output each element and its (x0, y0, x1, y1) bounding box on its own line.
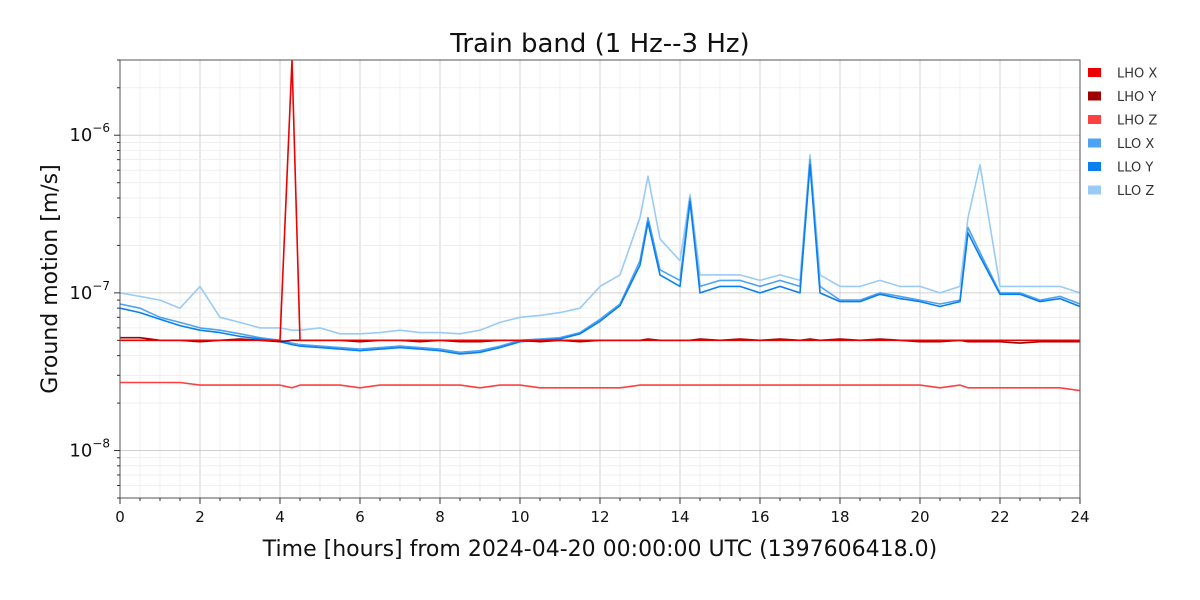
x-tick-label: 24 (1070, 508, 1089, 526)
legend-label: LHO X (1117, 67, 1157, 82)
x-tick-label: 20 (910, 508, 929, 526)
legend-swatch (1088, 115, 1101, 124)
chart-title: Train band (1 Hz--3 Hz) (449, 29, 749, 59)
x-tick-label: 0 (115, 508, 125, 526)
legend-label: LHO Z (1117, 114, 1157, 129)
x-axis-label: Time [hours] from 2024-04-20 00:00:00 UT… (262, 537, 937, 562)
legend-swatch (1088, 68, 1101, 77)
x-tick-label: 4 (275, 508, 285, 526)
legend-swatch (1088, 162, 1101, 171)
x-tick-label: 16 (750, 508, 769, 526)
x-tick-labels: 0 2 4 6 8 10 12 14 16 18 20 22 24 (115, 508, 1089, 526)
y-axis-label: Ground motion [m/s] (38, 164, 63, 393)
series-line-llo-x (120, 158, 1080, 354)
legend-swatch (1088, 185, 1101, 195)
x-tick-label: 14 (670, 508, 689, 526)
x-tick-label: 8 (435, 508, 445, 526)
series-line-llo-z (120, 154, 1080, 335)
legend-label: LLO Z (1117, 184, 1154, 199)
legend-swatch (1088, 138, 1101, 148)
series-line-lho-x (120, 60, 1080, 342)
x-tick-label: 6 (355, 508, 365, 526)
legend-label: LLO X (1117, 137, 1154, 152)
y-tick-label: 10−8 (69, 437, 110, 462)
series-line-llo-y (120, 163, 1080, 355)
legend-swatch (1088, 91, 1101, 101)
legend-label: LHO Y (1117, 90, 1156, 105)
series-line-lho-z (120, 381, 1080, 392)
x-tick-label: 22 (990, 508, 1009, 526)
legend-label: LLO Y (1117, 161, 1153, 176)
x-tick-label: 10 (510, 508, 529, 526)
x-tick-label: 12 (590, 508, 609, 526)
y-tick-label: 10−7 (69, 279, 110, 304)
axis-ticks (114, 59, 1081, 504)
grid (119, 59, 1081, 499)
y-tick-label: 10−6 (69, 121, 110, 146)
legend: LHO X LHO Y LHO Z LLO X LLO Y LLO Z (1088, 67, 1157, 199)
y-tick-labels: 10−8 10−7 10−6 (69, 121, 110, 461)
x-tick-label: 18 (830, 508, 849, 526)
x-tick-label: 2 (195, 508, 205, 526)
plot-area (120, 60, 1080, 392)
